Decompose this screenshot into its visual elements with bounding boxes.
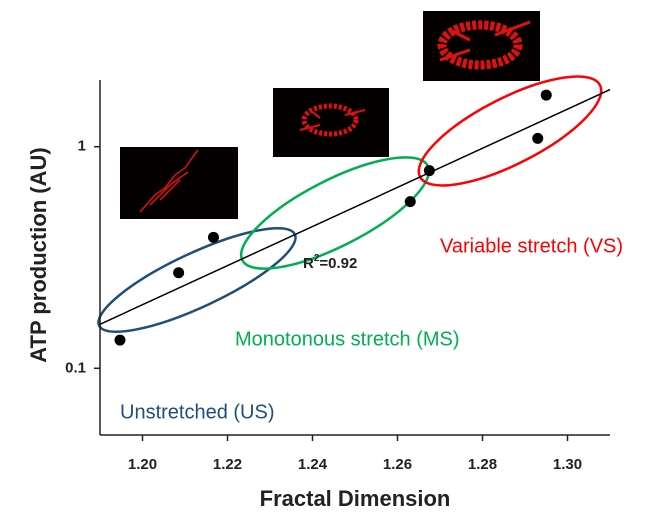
micrograph: [273, 88, 389, 157]
point: [423, 165, 435, 177]
x-tick-label: 1.22: [213, 456, 242, 473]
point: [173, 267, 185, 279]
point: [540, 89, 552, 101]
r-squared-text: =0.92: [319, 255, 357, 272]
x-axis-title: Fractal Dimension: [260, 486, 451, 511]
r-squared-sup: 2: [314, 253, 320, 264]
group-label: Unstretched (US): [120, 401, 275, 423]
point: [404, 196, 416, 208]
r-squared-prefix: R: [303, 255, 314, 272]
point: [114, 334, 126, 346]
point: [532, 132, 544, 144]
y-tick-label: 0.1: [65, 359, 86, 376]
x-tick-label: 1.20: [128, 456, 157, 473]
x-tick-label: 1.24: [298, 456, 328, 473]
r-squared: R2=0.92: [303, 253, 357, 272]
micrograph: [120, 147, 238, 219]
x-tick-label: 1.30: [553, 456, 582, 473]
x-tick-label: 1.28: [468, 456, 497, 473]
group-label: Monotonous stretch (MS): [235, 328, 460, 350]
y-tick-label: 1: [78, 138, 86, 155]
micrograph: [423, 11, 540, 81]
y-axis-title: ATP production (AU): [26, 147, 51, 363]
fit-line: [99, 88, 611, 325]
point: [207, 231, 219, 243]
x-tick-label: 1.26: [383, 456, 412, 473]
group-label: Variable stretch (VS): [440, 235, 623, 257]
